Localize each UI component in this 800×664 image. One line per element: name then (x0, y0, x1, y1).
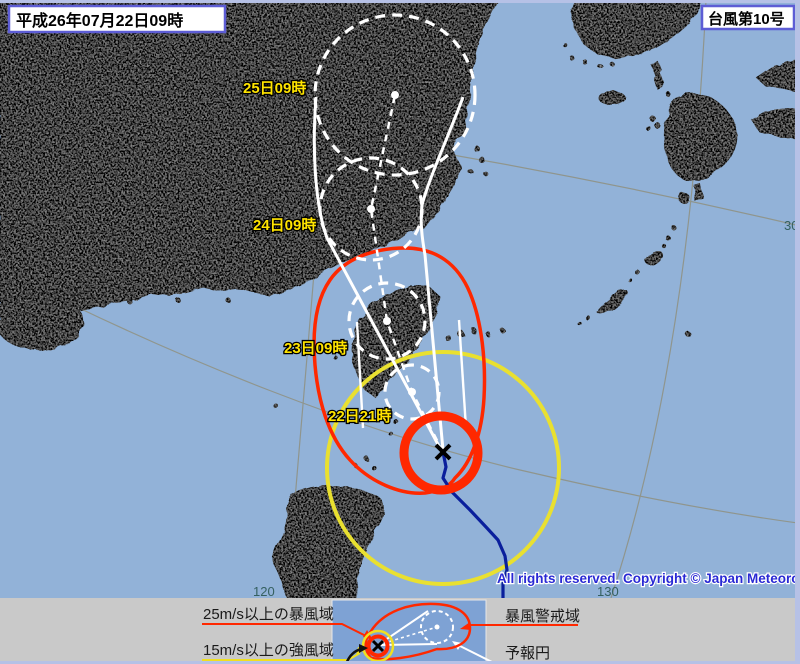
header-typhoon-box: 台風第10号 (700, 4, 796, 31)
forecast-circle-24th (318, 156, 424, 262)
longitude-130-line (610, 0, 707, 599)
storm-warning-area-contour (312, 246, 487, 495)
shikoku-fragment (751, 107, 800, 141)
strong-wind-area-circle (325, 350, 561, 586)
lon-130-label: 130 (597, 584, 619, 599)
forecast-circle-25th (313, 13, 477, 177)
okinawa-island (596, 289, 628, 315)
legend-forecast-circle-label: 予報円 (505, 645, 550, 662)
storm-area-pointer-line (202, 623, 369, 638)
yakushima-island (678, 192, 690, 204)
landmasses (0, 0, 800, 599)
forecast-circle-23rd (347, 281, 427, 361)
grid-labels: 120 130 30 (253, 218, 798, 599)
mini-warning-contour (364, 602, 472, 661)
lat-30-label: 30 (784, 218, 798, 233)
korea-landmass (570, 0, 701, 59)
forecast-time-labels: 25日09時 24日09時 23日09時 22日21時 (242, 78, 393, 427)
honshu-fragment (756, 59, 800, 93)
tanegashima-island (693, 183, 703, 202)
legend-labels: 25m/s以上の暴風域 15m/s以上の強風域 暴風警戒域 予報円 (203, 606, 580, 662)
daito-island (685, 331, 691, 337)
mini-storm-circle (366, 634, 390, 658)
forecast-center-dots (367, 91, 416, 396)
mini-track-line (377, 626, 438, 646)
legend-strong-wind-label: 15m/s以上の強風域 (203, 642, 334, 659)
amami-island (645, 251, 663, 266)
jeju-island (598, 91, 626, 105)
legend: 25m/s以上の暴風域 15m/s以上の強風域 暴風警戒域 予報円 (0, 598, 800, 664)
luzon-landmass (273, 485, 385, 599)
mini-past-track-arrowhead (359, 644, 368, 653)
copyright-text: All rights reserved. Copyright © Japan M… (497, 571, 800, 586)
legend-storm-area-label: 25m/s以上の暴風域 (203, 606, 334, 623)
forecast-track-line (369, 94, 445, 453)
forecast-circles (313, 13, 477, 421)
label-24th-09h: 24日09時 (253, 216, 316, 234)
china-landmass (0, 0, 498, 326)
header-datetime-box: 平成26年07月22日09時 (7, 4, 227, 34)
mini-typhoon-position-icon (371, 639, 385, 653)
label-25th-09h: 25日09時 (243, 79, 306, 97)
mini-forecast-circle (420, 610, 454, 644)
forecast-circle-22nd-21h (383, 363, 441, 421)
past-track-line (441, 451, 509, 598)
current-storm-area-circle (399, 411, 483, 495)
typhoon-number-label: 台風第10号 (708, 10, 785, 28)
kyushu-island (663, 93, 738, 182)
datetime-label: 平成26年07月22日09時 (16, 11, 183, 30)
mini-center-dot (434, 624, 440, 630)
typhoon-position-icon (434, 443, 452, 461)
label-23rd-09h: 23日09時 (284, 339, 347, 357)
label-22nd-21h: 22日21時 (328, 407, 391, 425)
island-southwest (0, 292, 83, 351)
lon-120-label: 120 (253, 584, 275, 599)
legend-warning-area-label: 暴風警戒域 (505, 608, 580, 625)
warning-area-arrowhead (460, 622, 471, 630)
